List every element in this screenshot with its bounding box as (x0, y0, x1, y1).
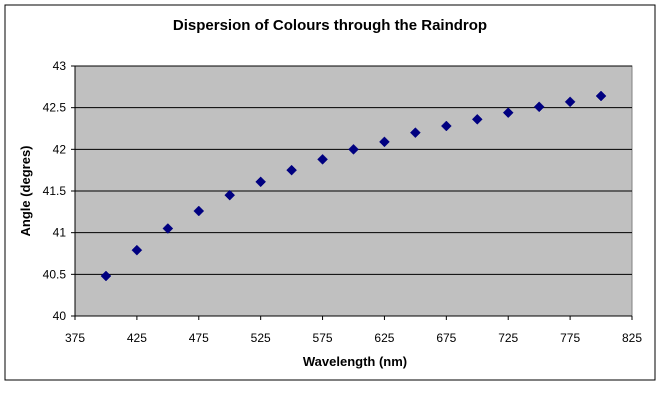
data-point (131, 244, 143, 256)
y-tick-label: 40 (53, 309, 67, 323)
x-tick-label: 425 (127, 331, 147, 345)
x-tick-label: 675 (436, 331, 456, 345)
data-point (379, 136, 390, 148)
y-tick-label: 41.5 (43, 184, 67, 198)
x-tick-label: 475 (189, 331, 209, 345)
data-point (100, 270, 112, 282)
x-tick-label: 775 (560, 331, 580, 345)
data-point (410, 127, 421, 139)
data-point (224, 189, 236, 201)
data-points (100, 90, 607, 282)
data-point (348, 143, 359, 155)
data-point (286, 164, 297, 176)
data-point (440, 120, 452, 132)
x-tick-label: 725 (498, 331, 518, 345)
data-point (317, 153, 328, 165)
y-tick-label: 40.5 (43, 267, 67, 281)
data-point (193, 205, 205, 217)
y-tick-label: 43 (53, 59, 67, 73)
x-tick-label: 575 (313, 331, 333, 345)
data-point (595, 90, 607, 102)
data-point (502, 107, 514, 119)
y-tick-label: 42 (53, 142, 67, 156)
data-point (162, 223, 174, 234)
y-tick-label: 42.5 (43, 101, 67, 115)
y-tick-labels: 40 40.5 41 41.5 42 42.5 43 (43, 59, 67, 323)
chart-title: Dispersion of Colours through the Raindr… (173, 17, 487, 34)
data-point (533, 101, 545, 113)
data-point (564, 96, 576, 108)
y-tick-label: 41 (53, 226, 67, 240)
axes (71, 65, 633, 320)
x-tick-labels: 375 425 475 525 575 625 675 725 775 825 (65, 331, 642, 345)
data-point (255, 176, 267, 188)
x-tick-label: 825 (622, 331, 642, 345)
x-tick-label: 525 (251, 331, 271, 345)
x-tick-label: 625 (374, 331, 394, 345)
data-point (471, 113, 483, 125)
y-axis-title: Angle (degres) (18, 145, 33, 236)
x-axis-title: Wavelength (nm) (303, 354, 407, 369)
x-tick-label: 375 (65, 331, 85, 345)
